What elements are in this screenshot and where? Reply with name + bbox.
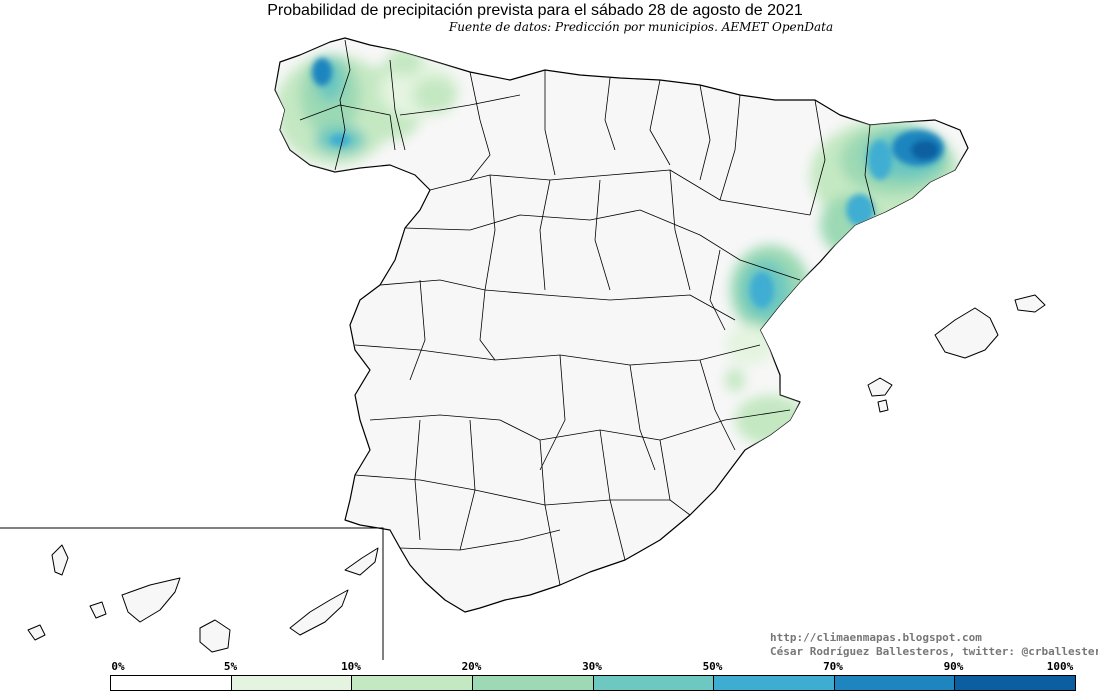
legend-swatch <box>111 676 232 690</box>
legend-label: 100% <box>1046 660 1074 673</box>
legend-label: 30% <box>582 660 602 673</box>
canary-inset <box>0 527 384 660</box>
legend-swatch <box>472 676 594 690</box>
map-source: Fuente de datos: Predicción por municipi… <box>448 20 834 34</box>
legend-swatch <box>714 676 835 690</box>
balearic-islands <box>867 294 1046 413</box>
map-title: Probabilidad de precipitación prevista p… <box>267 2 803 19</box>
legend-swatch <box>231 676 353 690</box>
legend-color-bar <box>110 675 1076 691</box>
legend-swatch <box>834 676 956 690</box>
credits-website: http://climaenmapas.blogspot.com <box>770 631 982 644</box>
legend-label: 20% <box>461 660 482 673</box>
legend-swatch <box>352 676 473 690</box>
legend-label: 90% <box>943 660 964 673</box>
legend-label: 5% <box>223 660 238 673</box>
legend-label: 70% <box>823 660 843 673</box>
legend-swatch <box>955 676 1075 690</box>
credits-author: César Rodríguez Ballesteros, twitter: @c… <box>770 645 1098 658</box>
legend-label: 50% <box>702 660 723 673</box>
peninsula <box>274 37 969 613</box>
legend-labels: 0% 5% 10% 20% 30% 50% 70% 90% 100% <box>110 660 1076 674</box>
legend: 0% 5% 10% 20% 30% 50% 70% 90% 100% <box>110 660 1076 692</box>
province-borders <box>299 39 876 586</box>
legend-label: 0% <box>111 660 125 673</box>
precipitation-shading <box>275 48 960 445</box>
credits: http://climaenmapas.blogspot.com César R… <box>770 631 1098 659</box>
legend-swatch <box>593 676 715 690</box>
legend-label: 10% <box>341 660 361 673</box>
